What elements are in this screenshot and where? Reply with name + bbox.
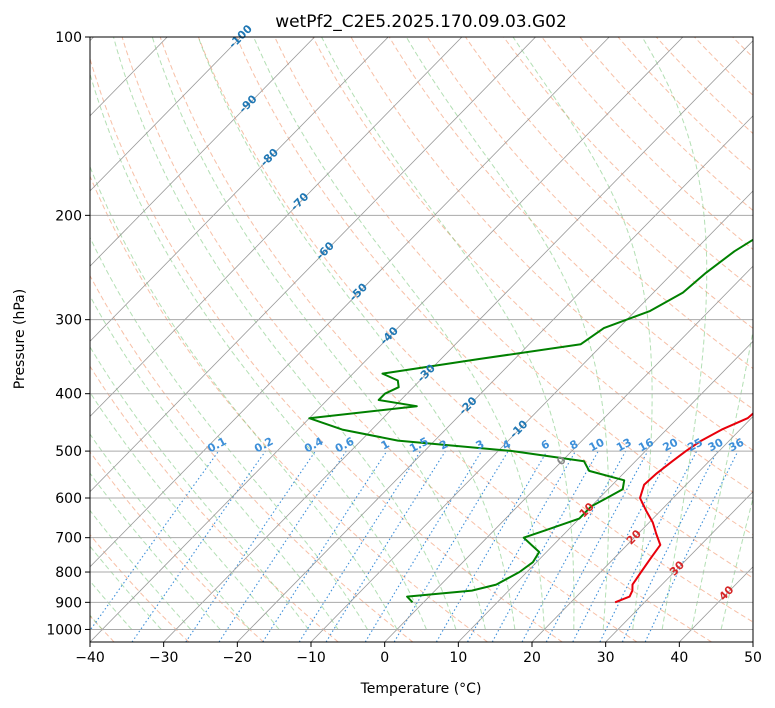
- mixing-ratio-line: [599, 450, 698, 642]
- dry-adiabat-line: [197, 37, 753, 623]
- dry-adiabat-line: [236, 37, 753, 579]
- y-tick-label: 200: [55, 208, 82, 224]
- dry-adiabat-line: [90, 175, 488, 642]
- y-tick-label: 600: [55, 491, 82, 507]
- moist-adiabat-line: [691, 328, 753, 630]
- mixing-ratio-label: 10: [587, 436, 607, 455]
- mixing-ratio-label: 30: [706, 436, 726, 455]
- y-tick-label: 500: [55, 444, 82, 460]
- x-tick-label: −10: [296, 650, 326, 666]
- y-axis: 100 200 300 400 500 600 700 800 900 1000: [46, 30, 90, 638]
- isotherm-line: [163, 40, 753, 642]
- dry-adiabats: [90, 37, 753, 642]
- mixing-ratio-label: 13: [614, 436, 634, 455]
- isotherm-line: [384, 265, 753, 642]
- dry-adiabat-line: [464, 37, 753, 329]
- isotherms: [90, 37, 753, 642]
- chart-title: wetPf2_C2E5.2025.170.09.03.G02: [275, 12, 567, 32]
- x-tick-label: 40: [670, 650, 688, 666]
- dry-adiabat-line: [350, 37, 753, 451]
- isotherm-line: [90, 37, 315, 267]
- moist-adiabat-line: [90, 433, 250, 630]
- mixing-ratio-line: [90, 450, 220, 632]
- plot-frame: [89, 36, 754, 643]
- x-tick-label: −20: [223, 650, 253, 666]
- moist-adiabat-line: [90, 165, 398, 630]
- isotherm-line: [90, 37, 463, 418]
- moist-adiabat-line: [90, 472, 221, 630]
- y-tick-label: 300: [55, 313, 82, 329]
- mixing-ratio-line: [218, 450, 347, 642]
- moist-adiabat-line: [113, 37, 457, 630]
- dry-adiabat-line: [159, 37, 712, 642]
- moist-adiabat-line: [253, 37, 545, 630]
- isobars: [90, 37, 753, 630]
- x-tick-label: −30: [149, 650, 179, 666]
- isotherm-line: [90, 37, 684, 642]
- mixing-ratio-line: [467, 450, 577, 642]
- y-tick-label: 800: [55, 565, 82, 581]
- mixing-ratio-label: 16: [636, 436, 656, 455]
- mixing-ratio-label: 36: [727, 436, 747, 455]
- moist-adiabat-line: [90, 295, 339, 630]
- x-axis: −40 −30 −20 −10 0 10 20 30 40 50: [75, 642, 762, 666]
- isotherm-line: [605, 491, 753, 642]
- moist-adiabat-line: [197, 37, 516, 630]
- dry-adiabat-line: [90, 365, 339, 642]
- sounding-profiles: [308, 238, 753, 604]
- isotherm-line: [310, 190, 753, 642]
- x-tick-label: 50: [744, 650, 762, 666]
- dewpoint-profile-line: [308, 238, 753, 603]
- moist-adiabat-line: [512, 37, 653, 630]
- y-tick-label: 400: [55, 387, 82, 403]
- moist-adiabat-line: [720, 496, 753, 630]
- mixing-ratio-line: [262, 450, 388, 642]
- y-tick-label: 700: [55, 531, 82, 547]
- moist-adiabat-line: [90, 236, 368, 630]
- dry-adiabat-line: [90, 274, 414, 642]
- x-tick-label: 20: [523, 650, 541, 666]
- moist-adiabat-line: [90, 72, 427, 630]
- moist-adiabat-line: [151, 37, 486, 630]
- mixing-ratio-label: 25: [685, 436, 705, 455]
- x-tick-label: 30: [597, 650, 615, 666]
- isotherm-line: [90, 37, 242, 192]
- dry-adiabat-line: [388, 37, 753, 410]
- x-tick-label: 0: [380, 650, 389, 666]
- mixing-ratio-line: [521, 450, 627, 642]
- mixing-ratio-line: [545, 450, 649, 642]
- mixing-ratio-line: [621, 450, 718, 642]
- isotherm-line: [531, 415, 753, 642]
- mixing-ratio-label: 20: [661, 436, 681, 455]
- dry-adiabat-line: [90, 57, 563, 642]
- plot-area: [90, 37, 753, 642]
- x-tick-label: 10: [449, 650, 467, 666]
- isotherm-line: [90, 37, 536, 493]
- temperature-profile-line: [614, 412, 753, 604]
- moist-adiabat-line: [641, 37, 708, 630]
- dry-adiabat-line: [502, 37, 753, 290]
- x-axis-label: Temperature (°C): [360, 681, 482, 697]
- isotherm-line: [90, 37, 389, 342]
- x-tick-label: −40: [75, 650, 105, 666]
- dry-adiabat-line: [90, 533, 190, 642]
- dry-adiabat-line: [274, 37, 753, 536]
- isotherm-line: [458, 340, 753, 642]
- y-tick-label: 1000: [46, 622, 82, 638]
- y-tick-label: 900: [55, 595, 82, 611]
- isotherm-line: [237, 115, 753, 642]
- mixing-ratio-line: [364, 450, 483, 642]
- mixing-ratio-line: [298, 450, 422, 642]
- mixing-ratio-line: [185, 450, 316, 642]
- isotherm-line: [90, 37, 610, 568]
- mixing-ratio-labels: 0.1 0.2 0.4 0.6 1 1.5 2 3 4 6 8 10 13 16 20 25 30 36: [205, 435, 746, 456]
- y-tick-label: 100: [55, 30, 82, 46]
- mixing-ratio-line: [131, 450, 266, 642]
- y-axis-label: Pressure (hPa): [12, 289, 28, 389]
- moist-adiabat-line: [90, 391, 280, 630]
